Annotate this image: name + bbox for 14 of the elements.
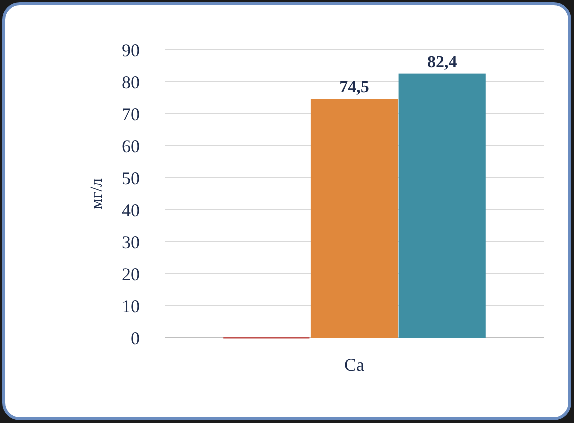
- y-tick-label: 70: [122, 104, 140, 124]
- data-label: 82,4: [427, 52, 458, 72]
- y-tick-label: 90: [122, 40, 140, 60]
- data-label: 74,5: [340, 78, 370, 97]
- y-tick-label: 50: [122, 168, 140, 188]
- y-tick-label: 80: [122, 72, 140, 92]
- x-tick-label: Ca: [344, 355, 365, 375]
- y-tick-label: 0: [131, 328, 140, 348]
- y-tick-label: 40: [122, 200, 140, 220]
- y-tick-label: 10: [122, 296, 140, 316]
- y-axis-title: мг/л: [87, 178, 106, 210]
- y-tick-label: 30: [122, 232, 140, 252]
- y-tick-label: 60: [122, 136, 140, 156]
- y-tick-label: 20: [122, 264, 140, 284]
